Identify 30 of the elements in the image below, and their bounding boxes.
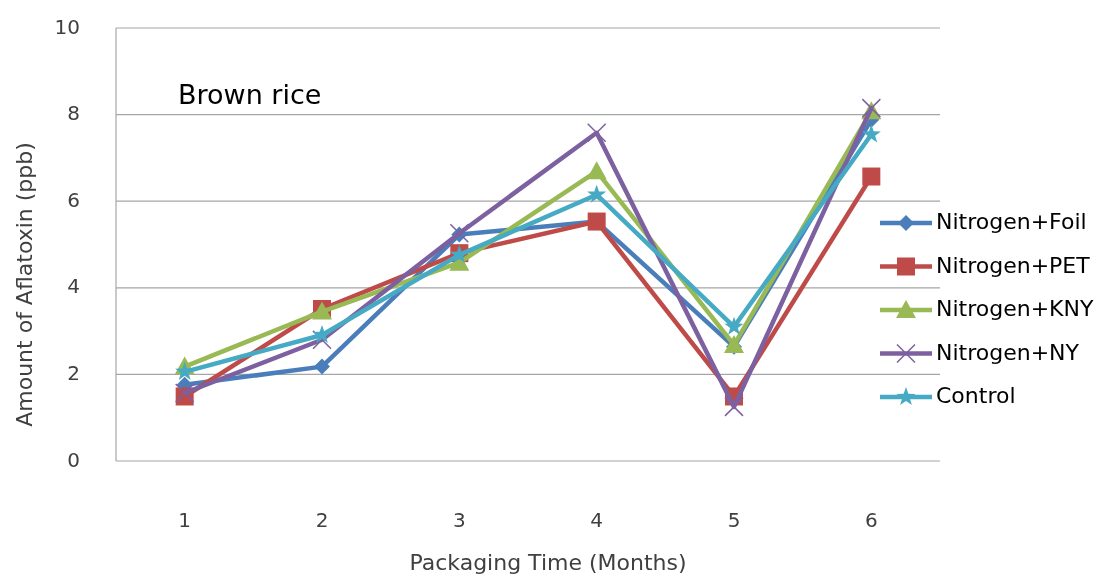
x-tick-label: 1 [178, 508, 192, 532]
point [724, 334, 744, 353]
x-tick-label: 5 [727, 508, 741, 532]
point [861, 124, 881, 143]
y-tick-label: 10 [54, 14, 80, 39]
legend-label: Nitrogen+Foil [936, 209, 1087, 234]
annotation: Brown rice [178, 79, 322, 110]
point [724, 397, 744, 417]
point [312, 325, 332, 344]
legend-label: Nitrogen+NY [936, 339, 1080, 365]
y-tick-label: 2 [67, 360, 80, 385]
x-tick-label: 2 [315, 508, 329, 532]
y-axis-title: Amount of Aflatoxin (ppb) [12, 142, 37, 427]
y-tick-label: 0 [67, 447, 80, 472]
x-axis-title: Packaging Time (Months) [409, 550, 687, 575]
x-tick-label: 4 [590, 508, 604, 532]
point [314, 358, 330, 375]
y-tick-label: 4 [67, 274, 80, 299]
point [586, 161, 607, 180]
point [724, 316, 744, 335]
legend-label: Nitrogen+PET [936, 252, 1091, 278]
point [587, 184, 607, 203]
point [586, 123, 607, 143]
legend-label: Nitrogen+KNY [936, 296, 1094, 321]
x-tick-label: 6 [864, 508, 878, 532]
legend-label: Control [936, 383, 1016, 408]
y-tick-label: 8 [67, 101, 80, 126]
y-tick-label: 6 [67, 187, 80, 212]
point [862, 167, 881, 186]
x-tick-label: 3 [452, 508, 466, 532]
